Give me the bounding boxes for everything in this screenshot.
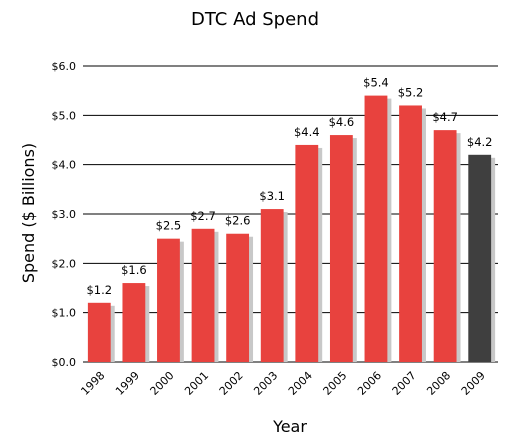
data-label-2001: $2.7 [190,209,216,223]
y-axis-label: Spend ($ Billions) [19,143,38,283]
data-label-2005: $4.6 [329,115,355,129]
data-label-2009: $4.2 [467,135,493,149]
x-tick-label-2000: 2000 [148,369,177,398]
y-tick-label: $4.0 [52,159,77,172]
x-tick-label-2006: 2006 [355,369,384,398]
bar-2002 [226,233,250,362]
y-tick-label: $2.0 [52,257,77,270]
x-tick-labels: 1998 1999 2000 2001 2002 2003 2004 2005 2006 2007… [78,369,487,398]
y-tick-label: $3.0 [52,208,77,221]
bar-2004 [295,144,319,362]
x-tick-label-2009: 2009 [459,369,488,398]
data-label-1999: $1.6 [121,263,147,277]
bar-2000 [157,238,180,362]
data-label-2008: $4.7 [432,110,458,124]
bar-2007 [399,105,422,362]
bar-1998 [87,302,111,362]
x-axis-label: Year [272,417,307,436]
x-tick-label-2007: 2007 [390,369,419,398]
x-tick-label-1999: 1999 [113,369,142,398]
bar-2003 [260,209,284,362]
gridlines [83,65,498,363]
bar-2001 [191,228,215,362]
x-tick-label-2004: 2004 [286,369,315,398]
y-tick-label: $5.0 [52,109,77,122]
data-label-2007: $5.2 [398,85,424,99]
y-tick-label: $1.0 [52,307,77,320]
data-label-2006: $5.4 [363,76,389,90]
data-label-2003: $3.1 [259,189,285,203]
x-tick-label-2003: 2003 [251,369,280,398]
bars: $1.2 $1.6 $2.5 $2.7 $2.6 $3.1 $4.4 $4.6 $5.4 $5.2… [86,76,496,362]
data-label-2002: $2.6 [225,214,251,228]
x-tick-label-1998: 1998 [78,369,107,398]
y-tick-label: $0.0 [52,356,77,369]
x-tick-label-2008: 2008 [424,369,453,398]
bar-2008 [433,130,457,362]
y-tick-label: $6.0 [52,60,77,73]
y-tick-labels: $0.0 $1.0 $2.0 $3.0 $4.0 $5.0 $6.0 [52,60,77,369]
bar-1999 [122,283,146,362]
data-label-1998: $1.2 [86,283,112,297]
chart-title: DTC Ad Spend [191,9,319,30]
bar-2005 [329,135,353,362]
x-tick-label-2001: 2001 [182,369,211,398]
data-label-2000: $2.5 [156,219,182,233]
bar-2006 [364,95,388,362]
data-label-2004: $4.4 [294,125,320,139]
x-tick-label-2005: 2005 [321,369,350,398]
bar-2009 [468,154,492,362]
x-tick-label-2002: 2002 [217,369,246,398]
